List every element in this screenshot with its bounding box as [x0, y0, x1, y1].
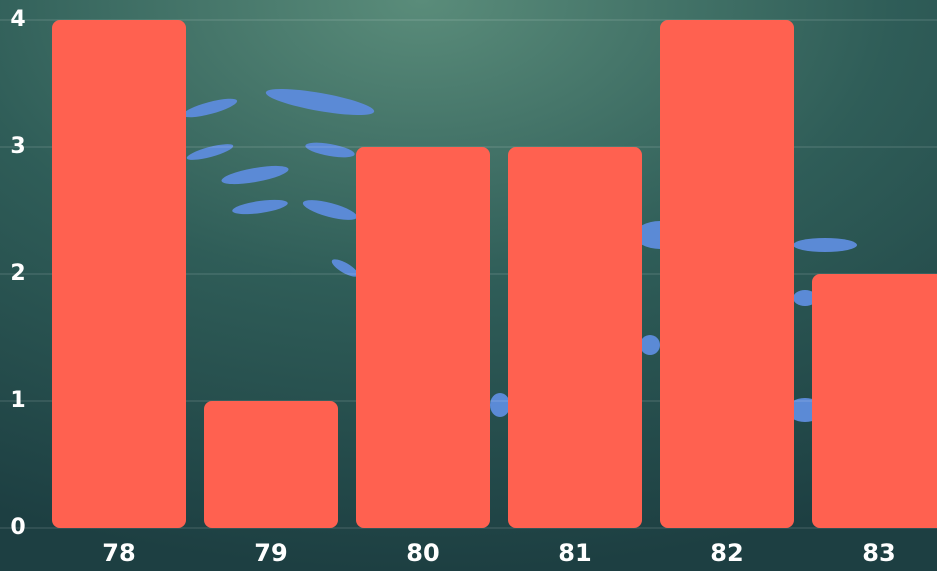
x-tick-label: 83 [862, 539, 895, 567]
x-tick-label: 82 [710, 539, 743, 567]
bar [204, 401, 338, 528]
y-tick-label: 1 [10, 388, 25, 413]
bar [52, 20, 186, 528]
bar [356, 147, 490, 528]
bar [660, 20, 794, 528]
y-tick-label: 0 [10, 515, 25, 540]
bar [812, 274, 937, 528]
y-tick-label: 4 [10, 7, 25, 32]
x-tick-label: 79 [254, 539, 287, 567]
y-tick-label: 3 [10, 134, 25, 159]
bar [508, 147, 642, 528]
y-tick-label: 2 [10, 261, 25, 286]
x-tick-label: 80 [406, 539, 439, 567]
x-tick-label: 81 [558, 539, 591, 567]
x-tick-label: 78 [102, 539, 135, 567]
